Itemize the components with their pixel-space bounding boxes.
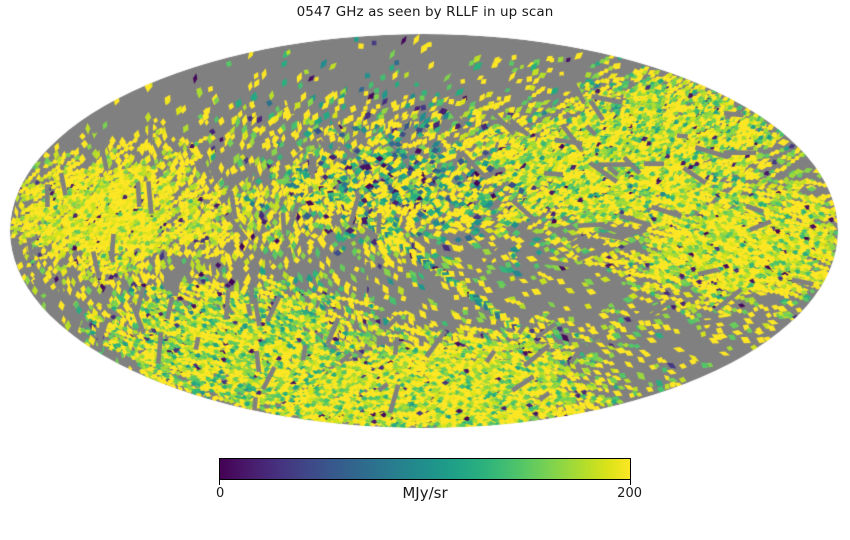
page-title: 0547 GHz as seen by RLLF in up scan bbox=[296, 4, 554, 20]
colorbar: 0 200 MJy/sr bbox=[216, 458, 642, 504]
colorbar-tick-max-label: 200 bbox=[617, 486, 642, 501]
colorbar-tick-max-mark bbox=[630, 480, 631, 485]
sky-map-panel bbox=[0, 26, 850, 436]
mollweide-sky-map bbox=[0, 26, 850, 436]
colorbar-tick-min-label: 0 bbox=[216, 486, 225, 501]
colorbar-tick-min-mark bbox=[219, 480, 220, 485]
colorbar-gradient bbox=[219, 458, 631, 480]
colorbar-unit-label: MJy/sr bbox=[402, 484, 448, 502]
colorbar-gradient-canvas bbox=[220, 459, 630, 479]
